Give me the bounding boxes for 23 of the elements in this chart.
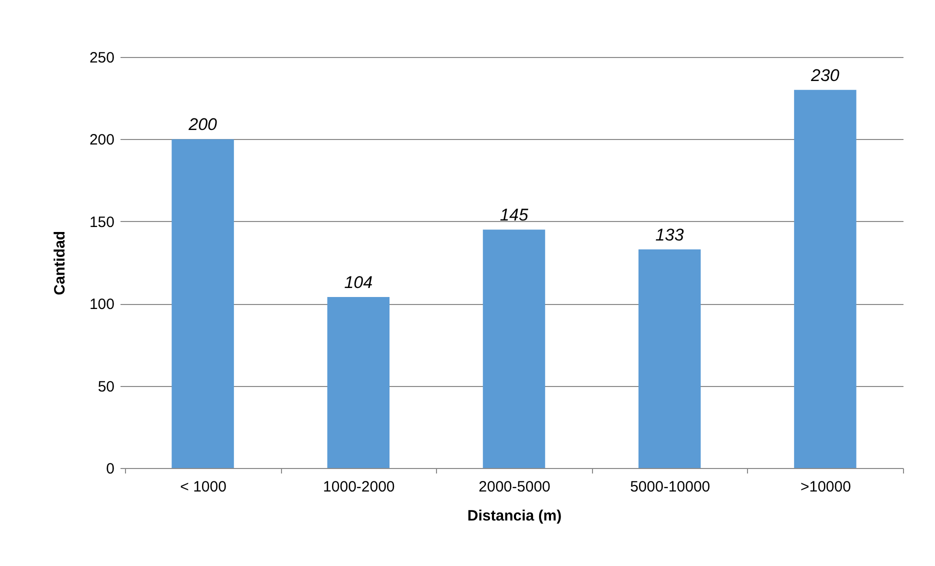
bar — [172, 139, 234, 468]
data-label: 104 — [344, 273, 373, 292]
data-label: 230 — [810, 66, 840, 85]
x-tick-label: 1000-2000 — [323, 478, 395, 496]
x-tick-label: 5000-10000 — [630, 478, 710, 496]
y-tick-label: 0 — [106, 460, 114, 478]
bar — [482, 230, 546, 468]
y-tick-label: 150 — [89, 214, 114, 231]
y-axis-title: Cantidad — [51, 230, 68, 296]
bar — [638, 249, 701, 468]
data-label: 133 — [655, 225, 684, 244]
bar — [327, 297, 390, 468]
x-tick-label: < 1000 — [180, 478, 226, 496]
bar — [794, 90, 856, 468]
y-tick-label: 50 — [98, 378, 114, 396]
y-tick-label: 250 — [89, 50, 114, 66]
data-label: 145 — [500, 206, 529, 225]
x-axis-title: Distancia (m) — [467, 508, 562, 524]
x-tick-label: 2000-5000 — [478, 478, 550, 496]
y-tick-label: 200 — [89, 132, 114, 149]
y-tick-label: 100 — [89, 296, 114, 314]
x-tick-label: >10000 — [800, 478, 851, 496]
data-label: 200 — [188, 115, 218, 134]
